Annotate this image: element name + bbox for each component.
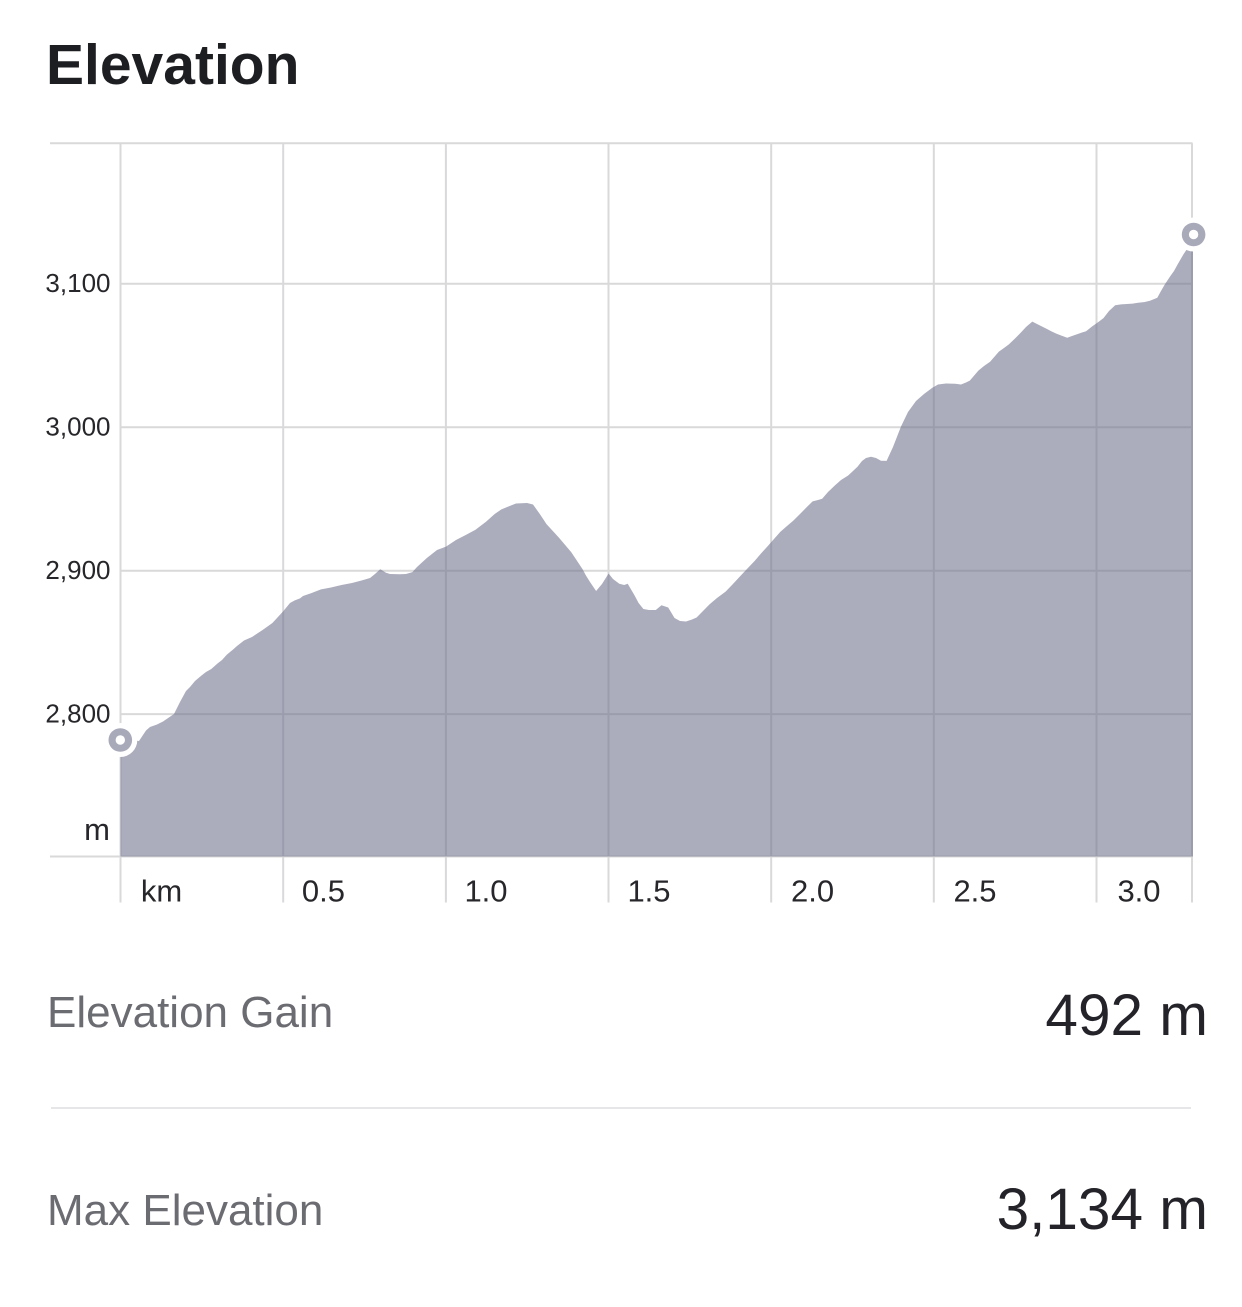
svg-text:m: m [84,812,110,847]
svg-text:3.0: 3.0 [1117,873,1160,908]
svg-text:0.5: 0.5 [302,873,345,908]
svg-text:2.0: 2.0 [791,873,834,908]
svg-text:1.0: 1.0 [464,873,507,908]
svg-text:km: km [141,873,182,908]
svg-text:2.5: 2.5 [953,873,996,908]
svg-text:2,800: 2,800 [45,698,110,728]
svg-text:3,000: 3,000 [45,411,110,441]
svg-text:3,100: 3,100 [45,268,110,298]
svg-text:1.5: 1.5 [627,873,670,908]
svg-text:2,900: 2,900 [45,555,110,585]
